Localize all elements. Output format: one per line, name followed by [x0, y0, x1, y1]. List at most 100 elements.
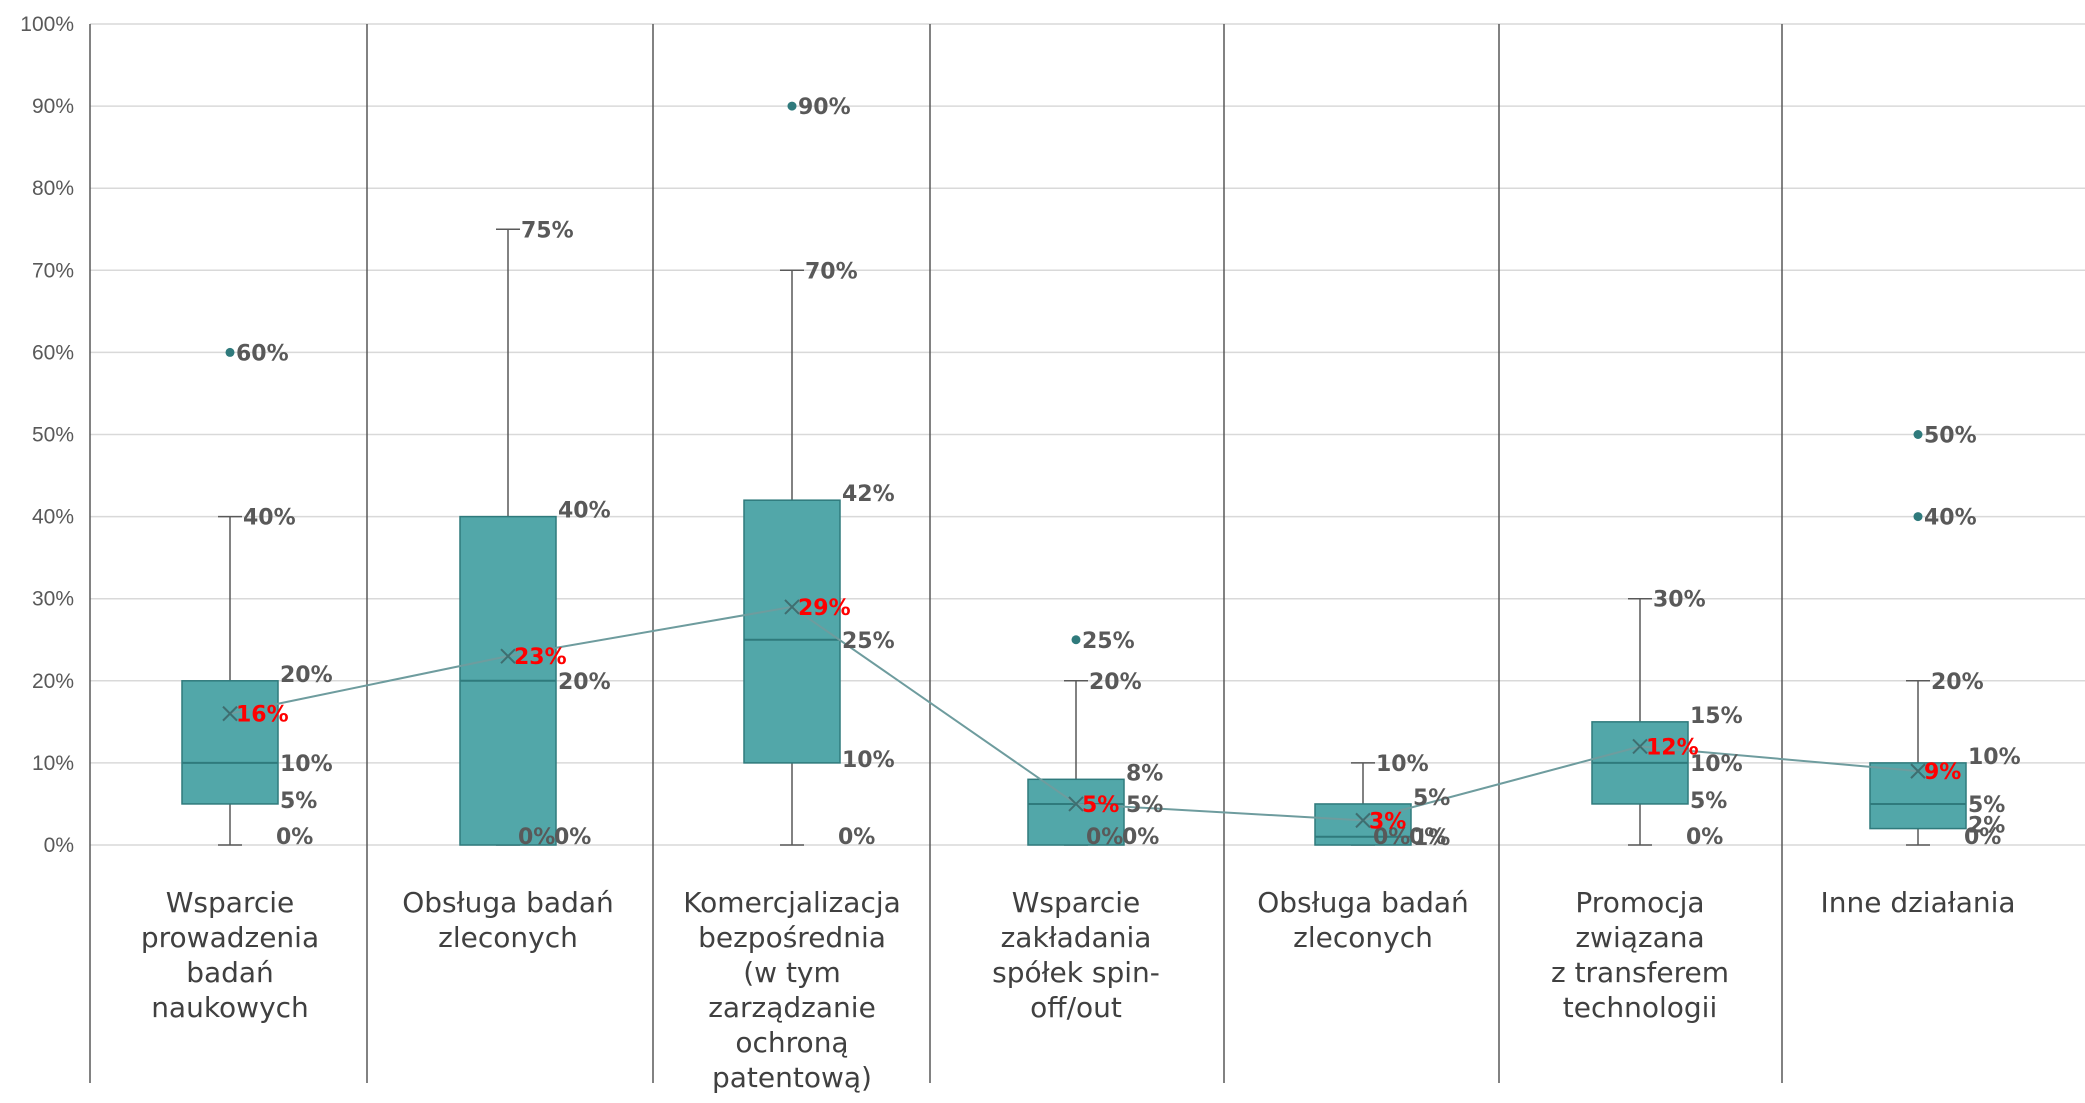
category-label-line: zarządzanie — [708, 991, 876, 1024]
max-label: 40% — [243, 506, 296, 531]
y-tick-label: 100% — [20, 13, 74, 36]
category-label-line: Promocja — [1575, 886, 1704, 919]
box — [743, 499, 841, 764]
category-label: Komercjalizacja bezpośrednia (w tym zarządz… — [683, 886, 901, 1094]
outlier-point — [1071, 635, 1081, 645]
median-label: 20% — [558, 670, 611, 695]
q3-label: 10% — [1968, 745, 2021, 770]
category-label-line: spółek spin- — [992, 956, 1160, 989]
median-label: 5% — [1126, 793, 1163, 818]
mean-label: 3% — [1369, 809, 1406, 834]
mean-label: 5% — [1082, 793, 1119, 818]
y-tick-label: 10% — [32, 752, 74, 775]
q1-label: 0% — [1086, 825, 1123, 850]
category-label-line: Obsługa badań — [1257, 886, 1469, 919]
y-axis-tick-labels: 0% 10% 20% 30% 40% 50% 60% 70% 80% 90% 100% — [20, 13, 74, 857]
min-label: 0% — [1409, 825, 1446, 850]
median-label: 5% — [1968, 793, 2005, 818]
mean-marker — [784, 599, 800, 615]
median-label: 10% — [280, 752, 333, 777]
category-label-line: prowadzenia — [141, 921, 319, 954]
q1-label: 0% — [1373, 825, 1410, 850]
category-label: Inne działania — [1820, 886, 2015, 919]
min-label: 0% — [1964, 825, 2001, 850]
mean-marker — [222, 705, 238, 722]
y-tick-label: 0% — [44, 834, 74, 857]
y-tick-label: 30% — [32, 588, 74, 611]
median-label: 10% — [1690, 752, 1743, 777]
mean-label: 23% — [514, 645, 567, 670]
category-label: Obsługa badań zleconych — [402, 886, 614, 954]
q3-label: 20% — [280, 663, 333, 688]
category-label-line: z transferem — [1551, 956, 1729, 989]
y-tick-label: 70% — [32, 259, 74, 282]
y-tick-label: 90% — [32, 95, 74, 118]
max-label: 70% — [805, 259, 858, 284]
gridlines — [90, 23, 2085, 846]
outlier-point — [787, 101, 797, 111]
box — [181, 680, 279, 805]
category-label: Wsparcie zakładania spółek spin-off/out — [992, 886, 1160, 1024]
category-labels: Wsparcie prowadzenia badań naukowychObsługa… — [141, 886, 2016, 1094]
boxes — [181, 101, 1967, 846]
mean-marker — [1068, 796, 1084, 812]
q1-label: 2% — [1968, 814, 2005, 839]
category-label-line: Wsparcie — [166, 886, 295, 919]
min-label: 0% — [1122, 825, 1159, 850]
max-label: 75% — [521, 218, 574, 243]
mean-label: 9% — [1924, 760, 1961, 785]
q1-label: 5% — [280, 789, 317, 814]
category-label-line: patentową) — [712, 1061, 872, 1094]
outlier-label: 50% — [1924, 424, 1977, 449]
category-label: Promocja związana z transferem technologii — [1551, 886, 1729, 1024]
category-label: Obsługa badań zleconych — [1257, 886, 1469, 954]
category-label: Wsparcie prowadzenia badań naukowych — [141, 886, 319, 1024]
min-label: 0% — [1686, 825, 1723, 850]
y-tick-label: 20% — [32, 670, 74, 693]
q3-label: 42% — [842, 482, 895, 507]
category-label-line: bezpośrednia — [698, 921, 886, 954]
value-labels: 40%0%5%10%20%60%16%75%0%0%20%40%23%70%0%… — [236, 95, 2021, 851]
category-label-line: ochroną — [735, 1026, 848, 1059]
q3-label: 5% — [1413, 786, 1450, 811]
category-label-line: Komercjalizacja — [683, 886, 901, 919]
q3-label: 40% — [558, 499, 611, 524]
median-label: 25% — [842, 629, 895, 654]
mean-label: 16% — [236, 703, 289, 728]
y-tick-label: 80% — [32, 177, 74, 200]
q3-label: 8% — [1126, 761, 1163, 786]
median-label: 1% — [1413, 826, 1450, 851]
category-label-line: związana — [1575, 921, 1704, 954]
mean-marker — [1632, 738, 1648, 755]
box — [1314, 803, 1412, 846]
mean-label: 12% — [1646, 735, 1699, 760]
box — [1869, 762, 1967, 830]
max-label: 20% — [1089, 670, 1142, 695]
min-label: 0% — [838, 825, 875, 850]
outlier-point — [1913, 430, 1923, 439]
y-tick-label: 40% — [32, 506, 74, 529]
category-label-line: Inne działania — [1820, 886, 2015, 919]
q1-label: 5% — [1690, 789, 1727, 814]
max-label: 10% — [1376, 752, 1429, 777]
y-tick-label: 60% — [32, 341, 74, 364]
category-label-line: Wsparcie — [1012, 886, 1141, 919]
category-label-line: technologii — [1563, 991, 1717, 1024]
min-label: 0% — [276, 825, 313, 850]
max-label: 30% — [1653, 588, 1706, 613]
outlier-point — [1913, 512, 1923, 522]
category-label-line: off/out — [1030, 991, 1122, 1024]
outlier-label: 40% — [1924, 506, 1977, 531]
outlier-point — [225, 347, 235, 357]
min-label: 0% — [554, 825, 591, 850]
category-label-line: naukowych — [151, 991, 309, 1024]
max-label: 20% — [1931, 670, 1984, 695]
box — [1027, 778, 1125, 846]
y-tick-label: 50% — [32, 424, 74, 447]
category-label-line: badań — [186, 956, 274, 989]
q1-label: 0% — [518, 825, 555, 850]
mean-label: 29% — [798, 596, 851, 621]
outlier-label: 90% — [798, 95, 851, 120]
mean-marker — [1355, 812, 1371, 829]
